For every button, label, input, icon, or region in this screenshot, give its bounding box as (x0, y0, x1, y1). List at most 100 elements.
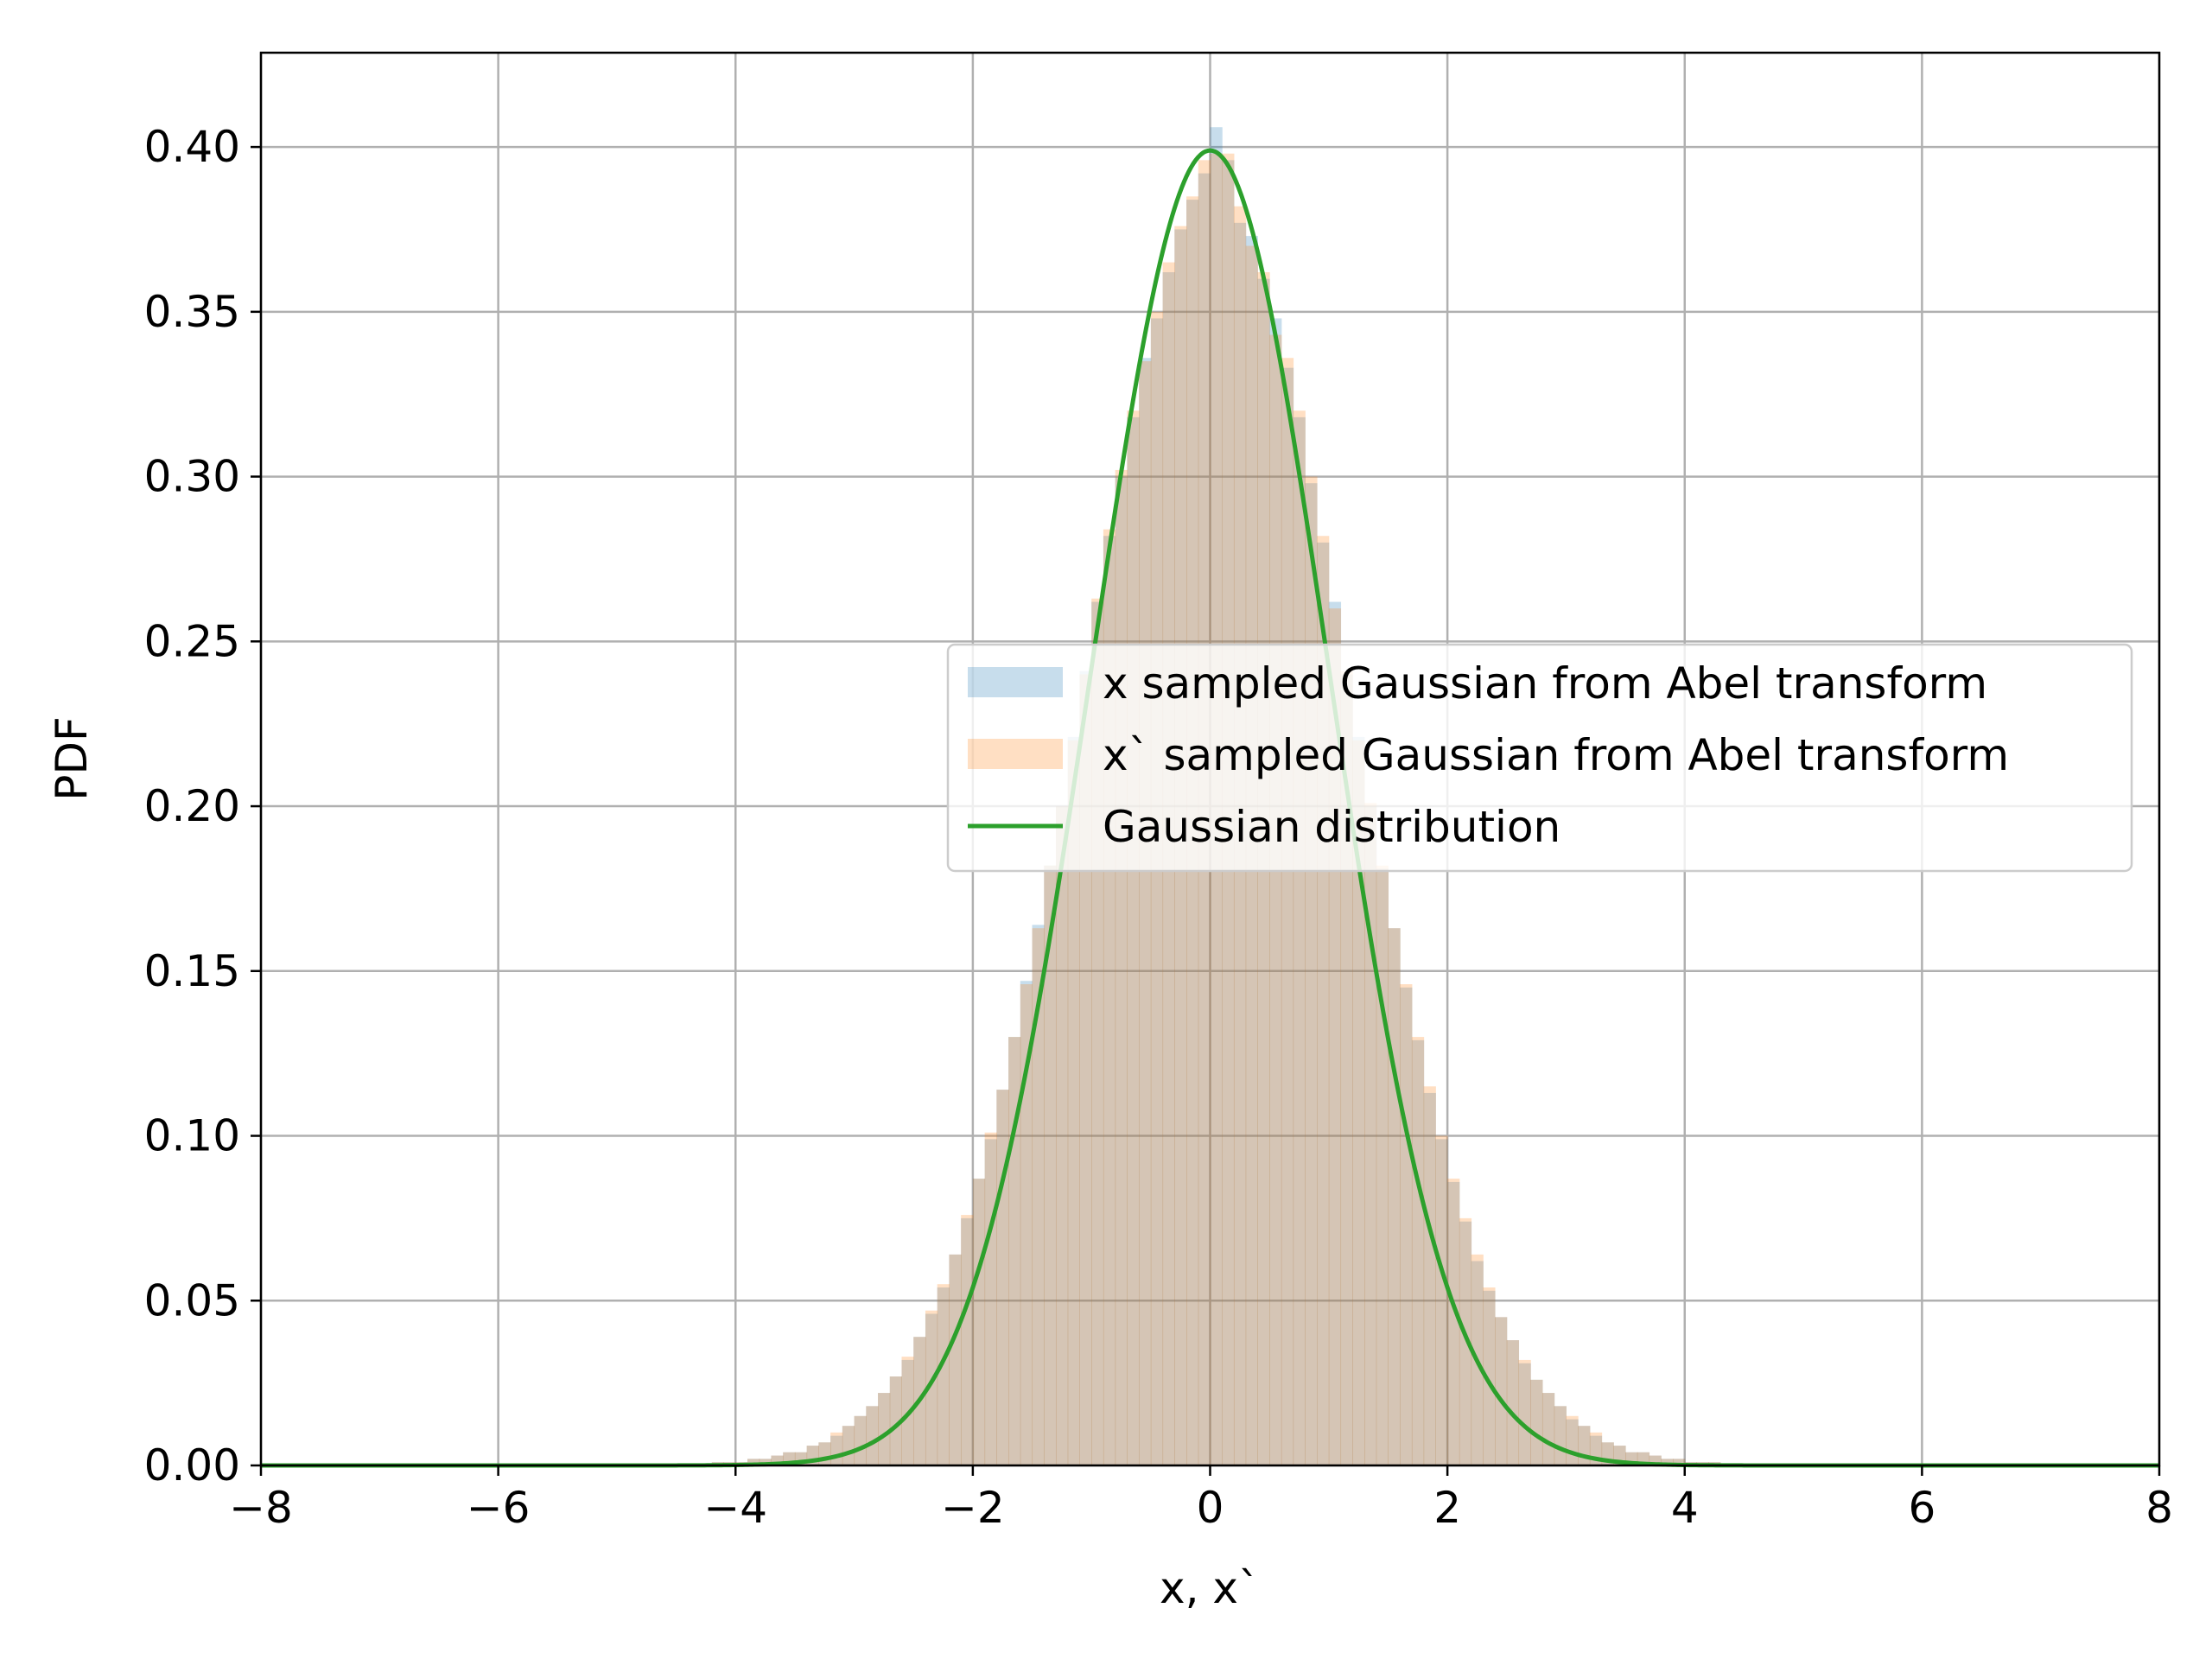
legend-box (946, 643, 2133, 873)
hist-x-bar-22 (937, 1287, 950, 1465)
hist-x-prime-bar-53 (1305, 476, 1318, 1465)
hist-x-bar-39 (1139, 358, 1152, 1465)
hist-x-prime-bar-18 (889, 1376, 902, 1465)
axis-ticks: −8 −6 −4 −2 0 2 4 6 8 0.00 0.05 0.10 0.15 0.20 0.25 0.3… (144, 122, 2173, 1533)
hist-x-prime-bar-57 (1352, 740, 1365, 1465)
legend-label-x: x sampled Gaussian from Abel transform (1103, 658, 1987, 709)
hist-x-prime-bar-63 (1423, 1086, 1436, 1465)
hist-x-prime-bar-74 (1554, 1406, 1567, 1465)
hist-x-bar-25 (972, 1179, 986, 1465)
hist-x-prime-bar-33 (1067, 740, 1080, 1465)
legend-label-x-prime: x` sampled Gaussian from Abel transform (1103, 730, 2009, 780)
y-tick-label-0: 0.00 (144, 1440, 240, 1491)
hist-x-bar-18 (889, 1376, 902, 1465)
hist-x-bar-16 (866, 1406, 879, 1465)
hist-x-prime-bar-40 (1150, 311, 1164, 1466)
hist-x-bar-68 (1483, 1290, 1496, 1465)
hist-x-bar-82 (1649, 1455, 1662, 1465)
hist-x-bar-51 (1281, 367, 1294, 1465)
hist-x-prime-bar-16 (866, 1406, 879, 1465)
hist-x-prime-bar-13 (830, 1432, 843, 1465)
hist-x-prime-bar-66 (1459, 1217, 1472, 1465)
hist-x-bar-21 (925, 1313, 938, 1465)
hist-x-bar-71 (1518, 1363, 1531, 1465)
y-axis-label: PDF (47, 716, 97, 800)
hist-x-prime-bar-32 (1055, 806, 1069, 1465)
x-tick-label-8: 8 (2145, 1483, 2173, 1533)
hist-x-bar-8 (771, 1455, 784, 1465)
hist-x-bar-6 (747, 1459, 760, 1465)
hist-x-prime-bar-51 (1281, 358, 1294, 1465)
hist-x-prime-bar-50 (1269, 334, 1282, 1465)
hist-x-prime-bar-8 (771, 1455, 784, 1465)
hist-x-bar-64 (1435, 1139, 1448, 1465)
hist-x-prime-bar-34 (1079, 674, 1092, 1465)
hist-x-prime-bar-24 (961, 1215, 974, 1465)
hist-x-prime-bar-23 (949, 1254, 962, 1465)
hist-x-bar-56 (1340, 674, 1353, 1465)
hist-x-bar-66 (1459, 1221, 1472, 1465)
hist-x-bar-50 (1269, 318, 1282, 1465)
hist-x-bar-63 (1423, 1092, 1436, 1465)
hist-x-bar-69 (1495, 1317, 1508, 1465)
hist-x-prime-bar-39 (1139, 361, 1152, 1465)
hist-x-prime-bar-29 (1020, 984, 1033, 1465)
y-tick-label-3: 0.15 (144, 946, 240, 996)
hist-x-bar-62 (1411, 1039, 1425, 1465)
hist-x-prime-bar-38 (1127, 410, 1140, 1465)
x-tick-label-1: −6 (467, 1483, 531, 1533)
hist-x-prime-bar-25 (972, 1179, 986, 1465)
legend-swatch-x-prime (968, 739, 1063, 769)
hist-x-prime-bar-22 (937, 1284, 950, 1465)
hist-x-prime-bar-65 (1447, 1179, 1460, 1465)
hist-x-prime-bar-75 (1566, 1415, 1579, 1465)
hist-x-prime-bar-60 (1388, 928, 1401, 1465)
y-tick-label-4: 0.20 (144, 781, 240, 831)
x-tick-label-6: 4 (1671, 1483, 1699, 1533)
hist-x-bar-32 (1055, 806, 1069, 1465)
hist-x-prime-bar-12 (818, 1442, 831, 1465)
y-tick-label-5: 0.25 (144, 616, 240, 666)
y-tick-label-7: 0.35 (144, 287, 240, 337)
hist-x-bar-70 (1506, 1340, 1520, 1465)
hist-x-prime-bar-82 (1649, 1455, 1662, 1465)
x-tick-label-5: 2 (1433, 1483, 1461, 1533)
hist-x-prime-bar-62 (1411, 1037, 1425, 1465)
hist-x-prime-bar-14 (842, 1426, 855, 1465)
x-tick-label-7: 6 (1908, 1483, 1936, 1533)
legend-swatch-x (968, 667, 1063, 697)
hist-x-prime-bar-31 (1044, 865, 1057, 1465)
hist-x-prime-bar-30 (1032, 928, 1045, 1465)
hist-x-prime-bar-72 (1530, 1379, 1543, 1465)
hist-x-prime-bar-15 (854, 1415, 867, 1465)
hist-x-bar-72 (1530, 1379, 1543, 1465)
x-tick-label-0: −8 (229, 1483, 293, 1533)
y-tick-label-6: 0.30 (144, 452, 240, 502)
hist-x-bar-30 (1032, 925, 1045, 1465)
hist-x-bar-24 (961, 1217, 974, 1465)
hist-x-bar-73 (1541, 1393, 1555, 1465)
hist-x-bar-57 (1352, 736, 1365, 1465)
hist-x-prime-bar-70 (1506, 1340, 1520, 1465)
hist-x-bar-31 (1044, 865, 1057, 1465)
hist-x-prime-bar-27 (996, 1090, 1009, 1465)
y-tick-label-2: 0.10 (144, 1111, 240, 1161)
hist-x-prime-bar-59 (1376, 865, 1389, 1465)
hist-x-prime-bar-71 (1518, 1359, 1531, 1465)
hist-x-prime-bar-68 (1483, 1287, 1496, 1465)
hist-x-bar-58 (1364, 806, 1377, 1465)
hist-x-prime-bar-84 (1673, 1459, 1686, 1465)
hist-x-prime-bar-61 (1400, 984, 1413, 1465)
hist-x-prime-bar-37 (1115, 469, 1128, 1465)
x-tick-label-3: −2 (941, 1483, 1005, 1533)
hist-x-bar-65 (1447, 1181, 1460, 1465)
hist-x-prime-bar-52 (1293, 410, 1306, 1465)
legend: x sampled Gaussian from Abel transform x… (946, 643, 2133, 873)
hist-x-bar-23 (949, 1254, 962, 1465)
hist-x-bar-29 (1020, 981, 1033, 1465)
hist-x-bar-40 (1150, 318, 1164, 1465)
hist-x-prime-bar-21 (925, 1310, 938, 1465)
hist-x-bar-27 (996, 1090, 1009, 1465)
x-tick-label-2: −4 (703, 1483, 767, 1533)
y-tick-label-1: 0.05 (144, 1275, 240, 1325)
